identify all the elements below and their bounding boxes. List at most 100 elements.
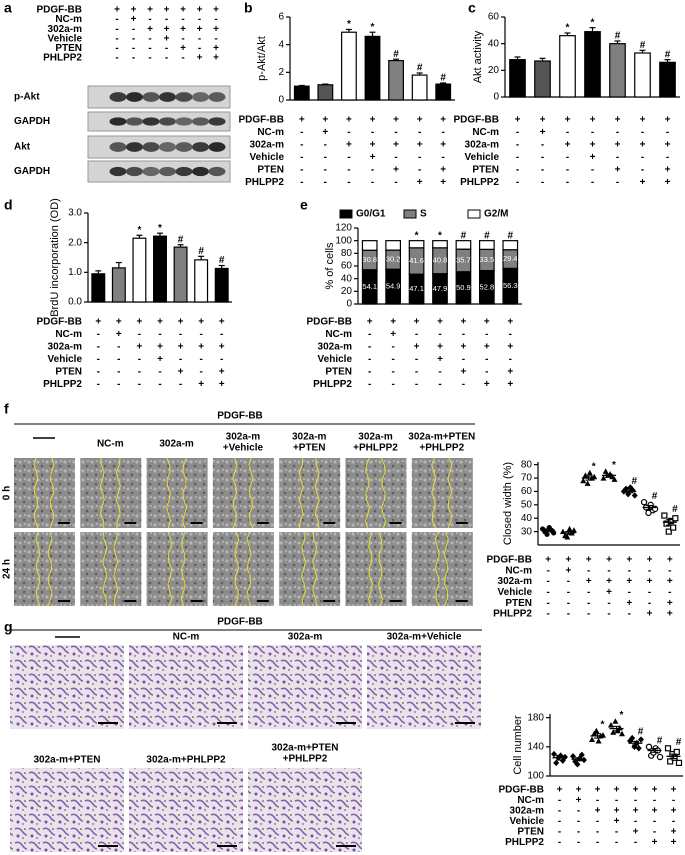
treatment-sign: -: [587, 609, 590, 620]
treatment-sign: +: [346, 140, 352, 151]
treatment-sign: -: [181, 53, 184, 64]
legend-swatch: [467, 209, 481, 219]
treatment-sign: +: [507, 342, 513, 353]
significance-mark: #: [665, 49, 671, 60]
treatment-sign: +: [633, 827, 639, 838]
bar-segment: [385, 240, 402, 251]
image-label: +PHLPP2: [283, 754, 328, 765]
wound-edge: [33, 457, 39, 529]
blot-band: [109, 166, 127, 177]
significance-mark: #: [652, 491, 658, 502]
micrograph: [129, 645, 243, 729]
wound-edge: [378, 531, 384, 607]
blot-band: [192, 166, 209, 177]
wound-edge: [115, 457, 121, 529]
column-label: 302a-m: [159, 439, 194, 450]
bar: [584, 31, 601, 98]
value-label: 29.4: [503, 254, 518, 263]
bar: [609, 43, 626, 98]
treatment-sign: +: [437, 342, 443, 353]
treatment-sign: +: [178, 367, 184, 378]
treatment-sign: +: [461, 367, 467, 378]
treatment-sign: +: [197, 24, 203, 35]
value-label: 40.8: [433, 256, 448, 265]
significance-mark: *: [158, 223, 162, 234]
treatment-sign: -: [418, 165, 421, 176]
treatment-sign: -: [566, 165, 569, 176]
treatment-sign: -: [648, 587, 651, 598]
micrograph: [279, 458, 341, 528]
treatment-label: Vehicle: [510, 816, 545, 827]
micrograph: [14, 458, 75, 528]
bar-segment: [455, 240, 472, 250]
treatment-sign: -: [220, 329, 223, 340]
treatment-sign: +: [595, 806, 601, 817]
treatment-sign: -: [148, 33, 151, 44]
treatment-sign: -: [138, 379, 141, 390]
treatment-sign: +: [213, 43, 219, 54]
column-label: +PHLPP2: [419, 443, 464, 454]
treatment-sign: +: [219, 317, 225, 328]
blot-band: [159, 117, 176, 126]
wound-edge: [182, 457, 188, 529]
blot-label: p-Akt: [14, 92, 40, 103]
treatment-sign: -: [115, 43, 118, 54]
treatment-label: PHLPP2: [43, 53, 82, 64]
micrograph: [129, 768, 243, 852]
wound-edge: [314, 457, 320, 529]
treatment-label: PHLPP2: [460, 177, 499, 188]
treatment-sign: -: [368, 367, 371, 378]
bar: [153, 235, 167, 303]
treatment-sign: -: [541, 152, 544, 163]
treatment-sign: -: [596, 795, 599, 806]
treatment-sign: -: [214, 33, 217, 44]
treatment-sign: +: [414, 342, 420, 353]
bar-segment: [502, 240, 519, 251]
treatment-sign: -: [616, 127, 619, 138]
point: [608, 721, 614, 728]
treatment-sign: +: [647, 576, 653, 587]
treatment-sign: -: [324, 152, 327, 163]
value-label: 30.8: [362, 255, 377, 264]
value-label: 35.7: [456, 255, 471, 264]
point: [593, 727, 600, 734]
treatment-sign: -: [415, 367, 418, 378]
point: [656, 753, 664, 761]
treatment-sign: +: [440, 177, 446, 188]
treatment-sign: +: [640, 115, 646, 126]
significance-mark: #: [440, 73, 446, 84]
treatment-sign: -: [634, 816, 637, 827]
point: [670, 524, 677, 531]
treatment-sign: -: [485, 354, 488, 365]
treatment-sign: -: [347, 127, 350, 138]
treatment-sign: -: [97, 379, 100, 390]
significance-mark: #: [638, 727, 644, 738]
treatment-sign: +: [586, 555, 592, 566]
treatment-sign: -: [394, 152, 397, 163]
treatment-sign: +: [566, 565, 572, 576]
treatment-sign: -: [391, 379, 394, 390]
treatment-sign: +: [180, 24, 186, 35]
treatment-sign: +: [157, 342, 163, 353]
treatment-sign: -: [587, 565, 590, 576]
y-axis-label: BrdU incorporation (OD): [49, 198, 61, 317]
y-tick-label: 100: [527, 771, 544, 782]
treatment-sign: -: [591, 127, 594, 138]
treatment-sign: -: [198, 33, 201, 44]
image-label: 302a-m+PTEN: [272, 743, 339, 754]
significance-mark: #: [676, 737, 682, 748]
treatment-sign: -: [546, 598, 549, 609]
treatment-label: PTEN: [472, 165, 499, 176]
significance-mark: #: [198, 246, 204, 257]
treatment-label: 302a-m: [250, 140, 285, 151]
panel-letter: e: [300, 197, 308, 213]
treatment-label: 302a-m: [465, 140, 500, 151]
group-header: PDGF-BB: [217, 411, 263, 422]
treatment-sign: -: [371, 177, 374, 188]
treatment-sign: +: [322, 127, 328, 138]
significance-mark: #: [672, 504, 678, 515]
treatment-label: PDGF-BB: [238, 115, 284, 126]
treatment-sign: -: [668, 565, 671, 576]
treatment-sign: +: [393, 165, 399, 176]
treatment-sign: +: [367, 317, 373, 328]
